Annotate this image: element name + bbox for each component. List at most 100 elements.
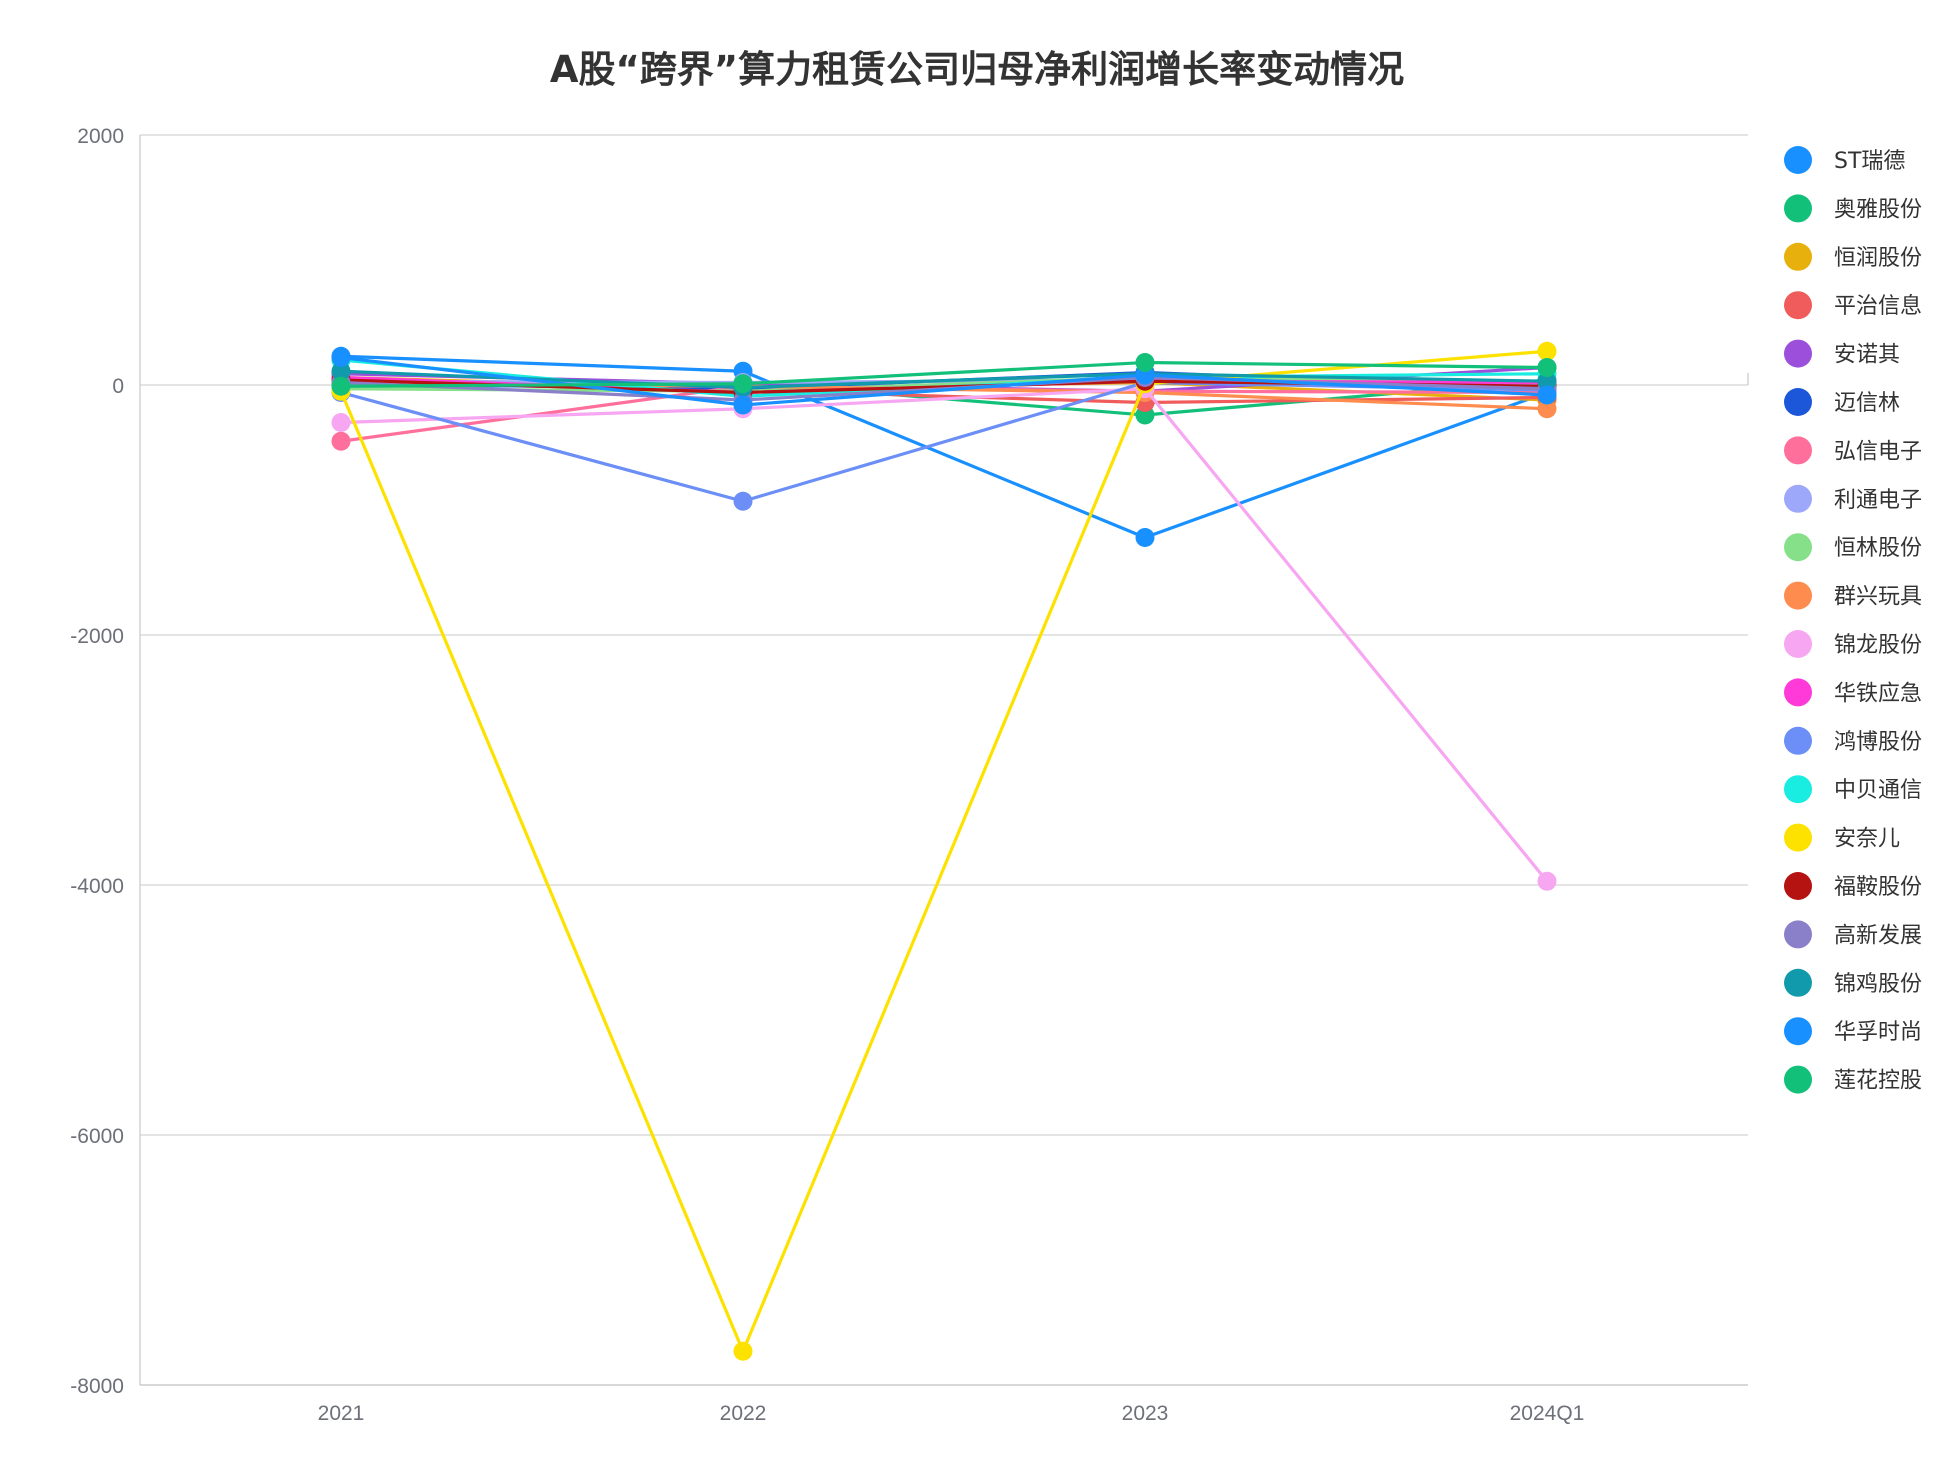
legend-marker <box>1784 436 1812 465</box>
legend-marker <box>1784 968 1812 997</box>
y-tick-label: -4000 <box>70 875 124 898</box>
y-tick-label: -6000 <box>70 1125 124 1148</box>
legend-item[interactable]: 迈信林 <box>1784 388 1900 416</box>
data-point[interactable] <box>733 374 753 394</box>
legend-item[interactable]: 锦鸡股份 <box>1784 968 1922 997</box>
grid-lines <box>140 134 1748 1386</box>
legend-marker <box>1784 920 1812 949</box>
legend-item[interactable]: ST瑞德 <box>1784 146 1905 174</box>
x-tick-label: 2022 <box>720 1402 767 1425</box>
legend-label: 安奈儿 <box>1834 827 1900 852</box>
legend-item[interactable]: 群兴玩具 <box>1784 581 1922 610</box>
legend-item[interactable]: 安奈儿 <box>1784 823 1900 852</box>
legend-marker <box>1784 823 1812 852</box>
data-point[interactable] <box>733 491 753 511</box>
legend-item[interactable]: 中贝通信 <box>1784 775 1922 804</box>
series-line <box>340 354 1548 540</box>
legend: ST瑞德奥雅股份恒润股份平治信息安诺其迈信林弘信电子利通电子恒林股份群兴玩具锦龙… <box>1784 146 1922 1094</box>
data-point[interactable] <box>1537 399 1557 419</box>
data-point[interactable] <box>331 348 351 367</box>
legend-label: 安诺其 <box>1834 343 1900 368</box>
data-point[interactable] <box>1537 871 1557 891</box>
x-tick-label: 2023 <box>1122 1402 1169 1425</box>
legend-marker <box>1784 1065 1812 1094</box>
data-point[interactable] <box>1135 353 1155 372</box>
chart-title: A股“跨界”算力租赁公司归母净利润增长率变动情况 <box>550 48 1404 91</box>
data-point[interactable] <box>331 376 351 396</box>
legend-label: 奥雅股份 <box>1834 197 1922 222</box>
legend-marker <box>1784 581 1812 610</box>
legend-marker <box>1784 484 1812 513</box>
legend-label: 群兴玩具 <box>1834 585 1922 610</box>
y-tick-label: -8000 <box>70 1375 124 1398</box>
y-tick-label: 0 <box>112 375 124 398</box>
y-tick-label: -2000 <box>70 625 124 648</box>
series-lines <box>331 341 1557 1361</box>
legend-label: 弘信电子 <box>1834 439 1922 464</box>
legend-label: 华孚时尚 <box>1834 1020 1922 1045</box>
data-point[interactable] <box>331 431 351 451</box>
data-point[interactable] <box>1537 341 1557 361</box>
legend-item[interactable]: 莲花控股 <box>1784 1065 1922 1094</box>
legend-item[interactable]: 华孚时尚 <box>1784 1017 1922 1046</box>
legend-marker <box>1784 194 1812 223</box>
data-point[interactable] <box>331 413 351 432</box>
legend-label: 锦龙股份 <box>1834 633 1922 658</box>
data-point[interactable] <box>733 1341 753 1361</box>
legend-item[interactable]: 恒润股份 <box>1784 242 1922 271</box>
x-tick-label: 2024Q1 <box>1510 1402 1585 1425</box>
legend-marker <box>1784 1017 1812 1046</box>
legend-item[interactable]: 恒林股份 <box>1784 533 1922 562</box>
data-point[interactable] <box>1135 528 1155 547</box>
legend-marker <box>1784 242 1812 271</box>
legend-label: 锦鸡股份 <box>1834 972 1922 997</box>
legend-label: 平治信息 <box>1834 294 1922 319</box>
legend-label: 中贝通信 <box>1834 778 1922 803</box>
data-point[interactable] <box>1537 371 1557 391</box>
legend-item[interactable]: 奥雅股份 <box>1784 194 1922 223</box>
series-line <box>340 387 1549 883</box>
y-tick-label: 2000 <box>77 125 124 148</box>
series-line <box>339 349 1548 1353</box>
series-15[interactable] <box>331 341 1557 1361</box>
legend-label: 华铁应急 <box>1834 681 1922 706</box>
legend-marker <box>1784 146 1812 174</box>
data-point[interactable] <box>331 361 351 381</box>
legend-label: 莲花控股 <box>1834 1069 1922 1094</box>
legend-item[interactable]: 利通电子 <box>1784 484 1922 513</box>
legend-marker <box>1784 388 1812 416</box>
legend-label: 恒润股份 <box>1834 246 1922 271</box>
legend-item[interactable]: 华铁应急 <box>1784 678 1922 707</box>
legend-label: 利通电子 <box>1834 488 1922 513</box>
legend-label: 高新发展 <box>1834 923 1922 948</box>
data-point[interactable] <box>1537 385 1557 405</box>
legend-item[interactable]: 福鞍股份 <box>1784 872 1922 900</box>
data-point[interactable] <box>733 395 753 415</box>
legend-item[interactable]: 弘信电子 <box>1784 436 1922 465</box>
legend-item[interactable]: 平治信息 <box>1784 291 1922 320</box>
series-line <box>340 369 1548 390</box>
data-point[interactable] <box>1537 358 1557 377</box>
legend-label: ST瑞德 <box>1834 149 1905 174</box>
legend-marker <box>1784 726 1812 755</box>
legend-item[interactable]: 锦龙股份 <box>1784 630 1922 658</box>
axes: 2000 0 -2000 -4000 -6000 -8000 2021 2022 2023 202… <box>70 125 1749 1425</box>
legend-label: 福鞍股份 <box>1834 875 1922 900</box>
legend-marker <box>1784 339 1812 368</box>
legend-marker <box>1784 291 1812 320</box>
legend-marker <box>1784 630 1812 658</box>
legend-label: 迈信林 <box>1834 391 1900 416</box>
legend-item[interactable]: 高新发展 <box>1784 920 1922 949</box>
legend-item[interactable]: 安诺其 <box>1784 339 1900 368</box>
legend-marker <box>1784 872 1812 900</box>
legend-marker <box>1784 678 1812 707</box>
legend-item[interactable]: 鸿博股份 <box>1784 726 1922 755</box>
series-line <box>340 360 1548 388</box>
series-20[interactable] <box>331 353 1557 396</box>
x-tick-label: 2021 <box>318 1402 365 1425</box>
legend-marker <box>1784 775 1812 804</box>
series-line <box>340 355 1548 407</box>
legend-label: 恒林股份 <box>1834 536 1922 561</box>
